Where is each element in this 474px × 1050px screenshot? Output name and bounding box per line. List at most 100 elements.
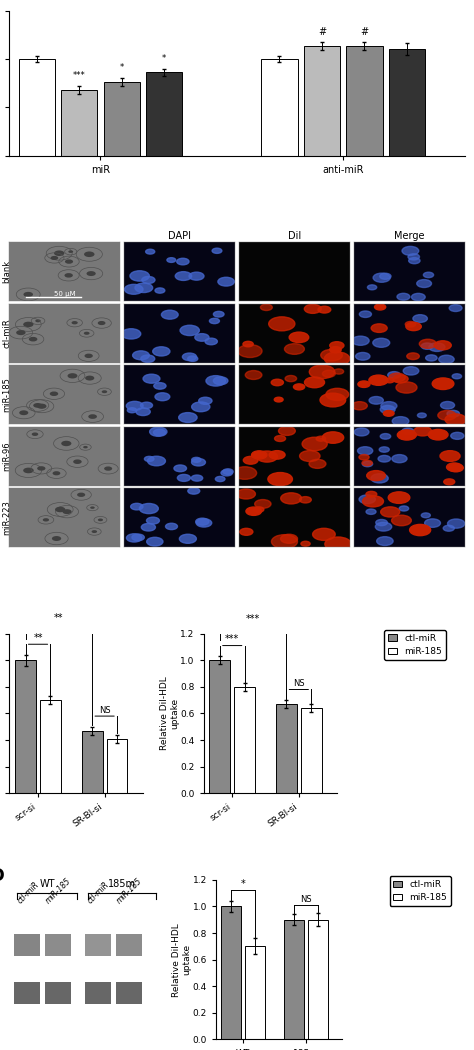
- Circle shape: [84, 332, 90, 335]
- Circle shape: [389, 373, 405, 382]
- Circle shape: [154, 429, 165, 436]
- Circle shape: [130, 271, 149, 281]
- Circle shape: [180, 326, 200, 336]
- Bar: [82, 731, 103, 793]
- Circle shape: [35, 319, 41, 322]
- Y-axis label: miR-185: miR-185: [2, 377, 11, 412]
- Circle shape: [428, 429, 448, 440]
- Circle shape: [359, 455, 369, 460]
- Y-axis label: miR-96: miR-96: [2, 441, 11, 470]
- Text: ***: ***: [246, 614, 260, 625]
- Circle shape: [126, 401, 143, 411]
- Circle shape: [90, 506, 95, 509]
- Circle shape: [376, 520, 387, 526]
- Circle shape: [434, 341, 451, 350]
- Circle shape: [406, 322, 421, 331]
- Circle shape: [447, 519, 465, 528]
- Text: D: D: [0, 867, 5, 885]
- Circle shape: [64, 273, 73, 277]
- Bar: [210, 660, 230, 793]
- Circle shape: [284, 343, 304, 354]
- Circle shape: [243, 341, 253, 346]
- Circle shape: [174, 465, 187, 471]
- Circle shape: [141, 402, 153, 408]
- Circle shape: [429, 343, 445, 352]
- Circle shape: [366, 509, 376, 514]
- Circle shape: [371, 474, 388, 483]
- Circle shape: [330, 346, 341, 353]
- Circle shape: [125, 285, 143, 294]
- Circle shape: [221, 469, 232, 476]
- Circle shape: [83, 446, 88, 448]
- Circle shape: [146, 518, 159, 524]
- Circle shape: [414, 426, 432, 436]
- Bar: [14, 934, 40, 957]
- Circle shape: [279, 426, 295, 436]
- Circle shape: [445, 414, 466, 425]
- Circle shape: [285, 376, 297, 381]
- Bar: [234, 687, 255, 793]
- Circle shape: [369, 397, 383, 404]
- Circle shape: [375, 522, 392, 531]
- Text: #: #: [360, 26, 368, 37]
- Circle shape: [179, 534, 196, 543]
- Circle shape: [373, 338, 390, 348]
- Circle shape: [23, 321, 34, 328]
- Circle shape: [73, 460, 82, 464]
- Circle shape: [196, 519, 212, 527]
- Text: WT: WT: [39, 880, 55, 889]
- Circle shape: [189, 272, 204, 280]
- Circle shape: [37, 403, 46, 408]
- Circle shape: [378, 456, 391, 462]
- Y-axis label: Relative DiI-HDL
uptake: Relative DiI-HDL uptake: [172, 923, 191, 996]
- Circle shape: [274, 397, 283, 402]
- Circle shape: [362, 460, 373, 466]
- Circle shape: [240, 528, 253, 536]
- Circle shape: [19, 411, 28, 415]
- Circle shape: [402, 428, 414, 435]
- Text: 185m: 185m: [108, 880, 136, 889]
- Circle shape: [213, 377, 228, 384]
- Bar: [245, 946, 264, 1040]
- Circle shape: [177, 258, 189, 265]
- Circle shape: [233, 466, 256, 479]
- Circle shape: [50, 392, 58, 396]
- Legend: ctl-miR, miR-185: ctl-miR, miR-185: [390, 877, 451, 906]
- Bar: [18, 59, 55, 155]
- Circle shape: [452, 374, 462, 379]
- Circle shape: [153, 346, 170, 356]
- Circle shape: [167, 257, 176, 262]
- Circle shape: [256, 452, 277, 462]
- Bar: [85, 934, 111, 957]
- Circle shape: [133, 351, 149, 360]
- Circle shape: [23, 292, 33, 297]
- Circle shape: [147, 456, 165, 466]
- Circle shape: [380, 273, 391, 279]
- Circle shape: [85, 376, 94, 380]
- Circle shape: [132, 534, 145, 541]
- Circle shape: [421, 343, 433, 350]
- Circle shape: [393, 375, 408, 383]
- Circle shape: [146, 538, 163, 546]
- Circle shape: [403, 366, 419, 375]
- Circle shape: [300, 450, 320, 462]
- Circle shape: [352, 336, 369, 345]
- Circle shape: [102, 391, 107, 393]
- Circle shape: [243, 457, 258, 464]
- Circle shape: [199, 397, 212, 404]
- Circle shape: [87, 271, 96, 276]
- Circle shape: [408, 254, 419, 260]
- Bar: [107, 739, 128, 793]
- Circle shape: [439, 355, 454, 363]
- Circle shape: [196, 518, 209, 525]
- Title: Merge: Merge: [394, 231, 425, 242]
- Bar: [85, 982, 111, 1005]
- Circle shape: [150, 427, 167, 437]
- Circle shape: [205, 338, 218, 344]
- Circle shape: [289, 332, 309, 342]
- Circle shape: [357, 446, 373, 455]
- Text: ctl-miR: ctl-miR: [86, 880, 111, 905]
- Bar: [14, 982, 40, 1005]
- Circle shape: [72, 321, 78, 324]
- Text: NS: NS: [99, 706, 110, 715]
